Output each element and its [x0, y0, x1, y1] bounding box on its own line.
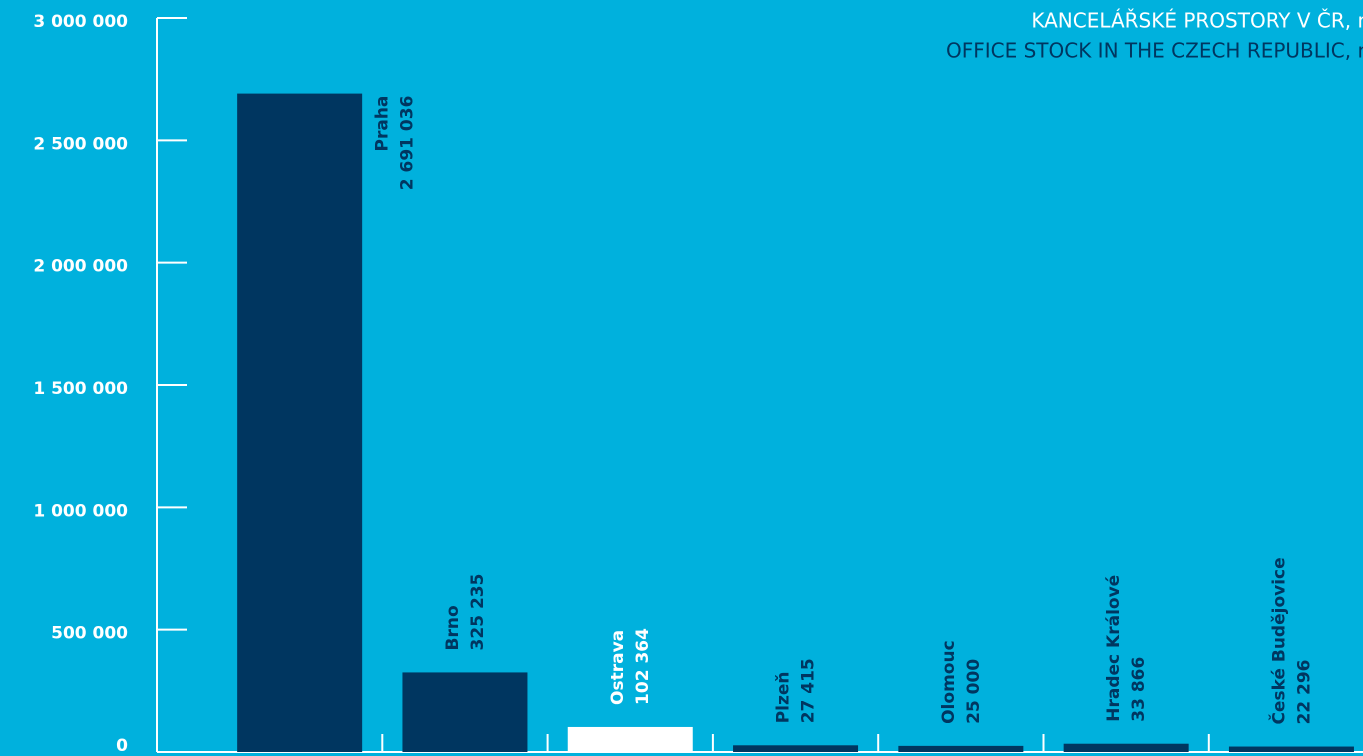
bar [898, 745, 1024, 752]
y-tick-label: 2 000 000 [33, 257, 128, 277]
value-label: 27 415 [799, 658, 819, 723]
category-label: Plzeň [774, 671, 794, 723]
bar [237, 93, 363, 752]
bar [1228, 746, 1354, 752]
y-tick-label: 1 500 000 [33, 379, 128, 399]
y-tick-label: 0 [116, 736, 128, 756]
category-label: Hradec Králové [1104, 575, 1124, 722]
value-label: 22 296 [1294, 659, 1314, 724]
value-label: 325 235 [468, 574, 488, 651]
category-label: Praha [373, 96, 393, 152]
value-label: 2 691 036 [398, 96, 418, 191]
y-tick-label: 1 000 000 [33, 501, 128, 521]
chart-title: KANCELÁŘSKÉ PROSTORY V ČR, m² [1031, 9, 1363, 33]
bar [733, 745, 859, 752]
bar [567, 726, 693, 752]
y-tick-label: 3 000 000 [33, 12, 128, 32]
y-tick-label: 2 500 000 [33, 134, 128, 154]
value-label: 25 000 [964, 659, 984, 724]
category-label: Ostrava [608, 630, 628, 705]
bar [1063, 743, 1189, 752]
y-tick-label: 500 000 [51, 624, 128, 644]
category-label: České Budějovice [1267, 557, 1289, 724]
bar [402, 672, 528, 752]
chart-subtitle: OFFICE STOCK IN THE CZECH REPUBLIC, m² [946, 39, 1363, 63]
category-label: Olomouc [939, 640, 959, 724]
value-label: 102 364 [633, 628, 653, 705]
category-label: Brno [443, 605, 463, 650]
value-label: 33 866 [1129, 657, 1149, 722]
